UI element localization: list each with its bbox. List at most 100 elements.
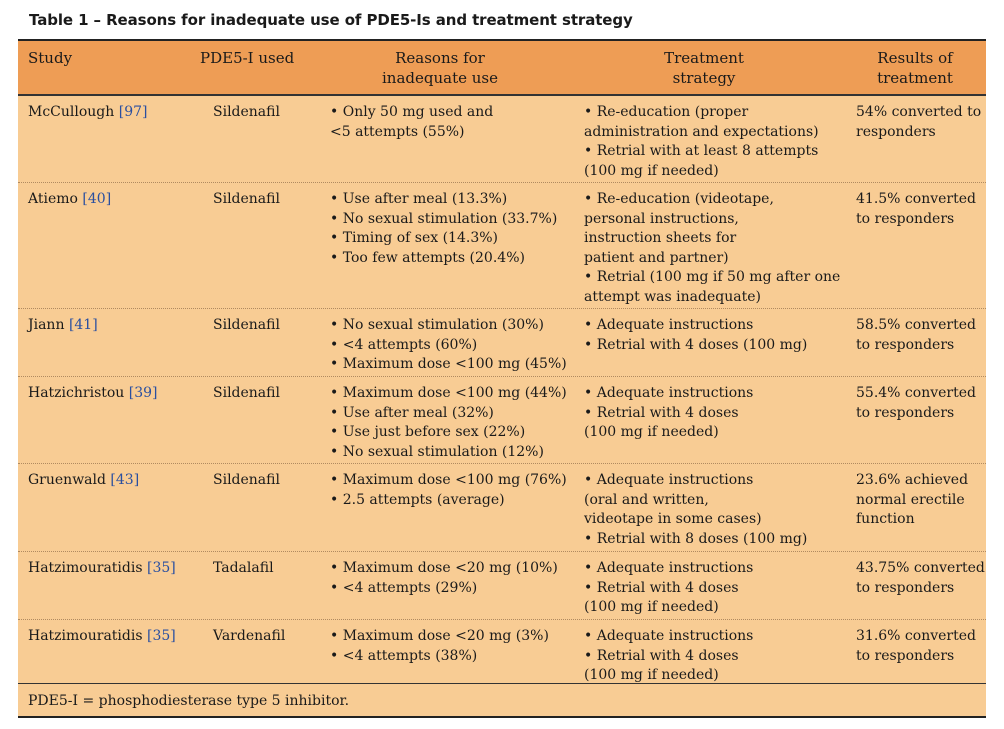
drug-cell: Sildenafil <box>213 104 280 120</box>
study-cell: Hatzichristou [39] <box>28 384 158 404</box>
table-row: Atiemo [40] Sildenafil Use after meal (13.… <box>18 183 986 309</box>
strategy-line: Adequate instructions <box>584 559 754 579</box>
strategy-cell: Adequate instructionsRetrial with 4 dose… <box>584 384 753 443</box>
strategy-line: (100 mg if needed) <box>584 424 719 440</box>
study-cell: Jiann [41] <box>28 316 98 336</box>
drug-cell: Sildenafil <box>213 472 280 488</box>
reasons-line: Maximum dose <100 mg (76%) <box>330 471 567 491</box>
table-row: Hatzimouratidis [35] Tadalafil Maximum dos… <box>18 552 986 620</box>
study-cell: Hatzimouratidis [35] <box>28 627 176 647</box>
strategy-line: Adequate instructions <box>584 384 754 404</box>
strategy-cell: Adequate instructionsRetrial with 4 dose… <box>584 559 753 618</box>
strategy-line: videotape in some cases) <box>584 511 762 527</box>
strategy-line: (oral and written, <box>584 491 709 508</box>
results-cell: 55.4% converted to responders <box>856 384 976 423</box>
drug-cell: Tadalafil <box>213 560 274 576</box>
results-cell: 58.5% converted to responders <box>856 316 976 355</box>
reasons-line: Use just before sex (22%) <box>330 423 567 443</box>
strategy-line: attempt was inadequate) <box>584 288 761 305</box>
results-line: 31.6% converted <box>856 628 976 644</box>
results-line: to responders <box>856 647 955 664</box>
results-cell: 23.6% achieved normal erectile function <box>856 471 968 530</box>
reference-link[interactable]: [39] <box>128 385 158 401</box>
strategy-line: Retrial with 4 doses <box>584 579 753 599</box>
reasons-line: <4 attempts (38%) <box>330 647 549 667</box>
reference-link[interactable]: [41] <box>68 317 98 333</box>
table-row: Gruenwald [43] Sildenafil Maximum dose <10… <box>18 464 986 552</box>
header-strategy-line2: strategy <box>672 69 736 87</box>
reasons-line: Use after meal (13.3%) <box>330 190 557 210</box>
study-name: Jiann <box>28 317 65 333</box>
study-name: Gruenwald <box>28 472 106 488</box>
reference-link[interactable]: [40] <box>82 191 112 207</box>
study-cell: Atiemo [40] <box>28 190 111 210</box>
study-name: McCullough <box>28 104 115 120</box>
header-results: Results of treatment <box>852 48 978 88</box>
strategy-line: (100 mg if needed) <box>584 667 719 683</box>
results-cell: 31.6% converted to responders <box>856 627 976 666</box>
results-line: 41.5% converted <box>856 191 976 207</box>
strategy-cell: Re-education (videotape,personal instruc… <box>584 190 840 307</box>
reasons-line: Timing of sex (14.3%) <box>330 229 557 249</box>
reasons-line: No sexual stimulation (12%) <box>330 443 567 463</box>
results-line: 55.4% converted <box>856 385 976 401</box>
drug-cell: Sildenafil <box>213 317 280 333</box>
footnote: PDE5-I = phosphodiesterase type 5 inhibi… <box>28 693 350 709</box>
footnote-rule <box>18 683 986 684</box>
reference-link[interactable]: [97] <box>118 104 148 120</box>
results-line: function <box>856 511 915 527</box>
strategy-line: Adequate instructions <box>584 627 754 647</box>
reference-link[interactable]: [35] <box>146 628 176 644</box>
strategy-line: personal instructions, <box>584 210 739 227</box>
strategy-line: Retrial with 4 doses <box>584 404 753 424</box>
results-cell: 54% converted to responders <box>856 103 981 142</box>
strategy-line: Retrial with at least 8 attempts <box>584 142 819 162</box>
reasons-line: Maximum dose <20 mg (3%) <box>330 627 549 647</box>
table-row: McCullough [97] Sildenafil Only 50 mg used… <box>18 96 986 183</box>
results-line: to responders <box>856 210 955 227</box>
strategy-line: (100 mg if needed) <box>584 162 719 179</box>
reasons-line: <4 attempts (60%) <box>330 336 567 356</box>
strategy-line: Retrial with 8 doses (100 mg) <box>584 530 808 550</box>
results-line: normal erectile <box>856 491 965 508</box>
strategy-line: Adequate instructions <box>584 471 807 491</box>
results-line: responders <box>856 123 936 140</box>
strategy-line: patient and partner) <box>584 249 729 266</box>
reasons-cell: Only 50 mg used and<5 attempts (55%) <box>330 103 493 142</box>
reasons-line: Maximum dose <100 mg (45%) <box>330 355 567 375</box>
reasons-cell: No sexual stimulation (30%)<4 attempts (… <box>330 316 567 375</box>
results-line: 43.75% converted <box>856 560 985 576</box>
reasons-cell: Maximum dose <20 mg (10%)<4 attempts (29… <box>330 559 558 598</box>
reference-link[interactable]: [43] <box>110 472 140 488</box>
reasons-line: <5 attempts (55%) <box>330 123 465 140</box>
strategy-line: Adequate instructions <box>584 316 807 336</box>
reasons-line: Only 50 mg used and <box>330 103 494 123</box>
top-rule <box>18 39 986 41</box>
header-results-line1: Results of <box>877 49 953 67</box>
header-strategy: Treatment strategy <box>584 48 824 88</box>
strategy-cell: Adequate instructions(oral and written, v… <box>584 471 807 549</box>
study-cell: Gruenwald [43] <box>28 471 139 491</box>
reference-link[interactable]: [35] <box>146 560 176 576</box>
study-name: Hatzimouratidis <box>28 560 143 576</box>
results-line: to responders <box>856 579 955 596</box>
header-reasons-line1: Reasons for <box>395 49 485 67</box>
strategy-line: Re-education (proper <box>584 103 819 123</box>
results-cell: 43.75% converted to responders <box>856 559 985 598</box>
study-cell: McCullough [97] <box>28 103 148 123</box>
results-line: to responders <box>856 404 955 421</box>
header-results-line2: treatment <box>877 69 953 87</box>
reasons-line: No sexual stimulation (30%) <box>330 316 567 336</box>
results-line: 58.5% converted <box>856 317 976 333</box>
header-pde5i: PDE5-I used <box>200 49 295 67</box>
study-cell: Hatzimouratidis [35] <box>28 559 176 579</box>
header-study: Study <box>28 49 73 67</box>
table-row: Hatzichristou [39] Sildenafil Maximum dose… <box>18 377 986 464</box>
strategy-line: Re-education (videotape, <box>584 190 840 210</box>
drug-cell: Sildenafil <box>213 191 280 207</box>
study-name: Hatzimouratidis <box>28 628 143 644</box>
reasons-line: 2.5 attempts (average) <box>330 491 567 511</box>
bottom-rule <box>18 716 986 718</box>
table-title: Table 1 – Reasons for inadequate use of … <box>29 11 633 29</box>
